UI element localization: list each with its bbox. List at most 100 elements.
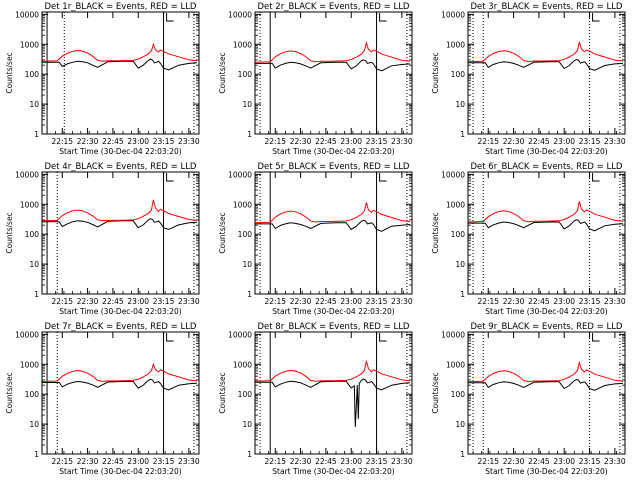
y-tick-label: 100: [25, 230, 40, 239]
y-axis-label: Counts/sec: [5, 212, 14, 253]
x-tick-label: 23:00: [340, 297, 362, 306]
x-tick-label: 23:30: [178, 137, 200, 146]
y-tick-label: 1000: [20, 360, 39, 369]
y-tick-label: 1: [460, 130, 465, 139]
y-tick-label: 100: [238, 230, 253, 239]
x-tick-label: 22:30: [77, 457, 99, 466]
series-lld: [254, 202, 411, 224]
series-events: [468, 58, 624, 71]
x-tick-label: 23:30: [391, 457, 413, 466]
bracket-marker: [166, 173, 174, 182]
y-tick-label: 1: [247, 130, 252, 139]
y-tick-label: 1: [34, 450, 39, 459]
y-axis-label: Counts/sec: [5, 372, 14, 413]
x-tick-label: 23:15: [579, 137, 601, 146]
x-axis-label: Start Time (30-Dec-04 22:03:20): [485, 307, 607, 316]
plot-frame: [467, 171, 626, 295]
x-tick-label: 23:30: [604, 457, 626, 466]
bracket-marker: [379, 13, 387, 22]
bracket-marker: [592, 333, 600, 342]
series-lld: [467, 360, 624, 383]
y-axis-label: Counts/sec: [218, 212, 227, 253]
plot-frame: [41, 331, 200, 455]
panel-title: Det 9r_BLACK = Events, RED = LLD: [471, 322, 623, 332]
panel-title: Det 4r_BLACK = Events, RED = LLD: [45, 162, 197, 172]
series-lld: [467, 41, 624, 63]
x-tick-label: 22:15: [51, 297, 73, 306]
x-tick-label: 23:00: [127, 137, 149, 146]
x-tick-label: 22:15: [51, 137, 73, 146]
y-tick-label: 10000: [15, 330, 39, 339]
series-events: [468, 378, 624, 391]
y-tick-label: 10000: [441, 170, 465, 179]
x-tick-label: 23:00: [553, 297, 575, 306]
x-tick-label: 23:15: [153, 457, 175, 466]
x-tick-label: 23:30: [604, 137, 626, 146]
panel-det-6r: Det 6r_BLACK = Events, RED = LLD Counts/s…: [431, 162, 626, 316]
panel-det-1r: Det 1r_BLACK = Events, RED = LLD Counts/s…: [5, 2, 200, 156]
y-tick-label: 1000: [20, 40, 39, 49]
y-tick-label: 1: [34, 290, 39, 299]
panel-det-3r: Det 3r_BLACK = Events, RED = LLD Counts/s…: [431, 2, 626, 156]
x-tick-label: 22:15: [51, 457, 73, 466]
y-tick-label: 1000: [233, 40, 252, 49]
x-axis-label: Start Time (30-Dec-04 22:03:20): [59, 467, 181, 476]
plot-frame: [41, 11, 200, 135]
x-tick-label: 22:45: [315, 297, 337, 306]
series-events: [255, 219, 411, 232]
x-tick-label: 22:30: [503, 137, 525, 146]
panel-title: Det 5r_BLACK = Events, RED = LLD: [258, 162, 410, 172]
y-tick-label: 100: [451, 390, 466, 399]
series-events: [255, 378, 411, 428]
x-tick-label: 22:45: [315, 457, 337, 466]
panel-det-7r: Det 7r_BLACK = Events, RED = LLD Counts/s…: [5, 322, 200, 476]
y-tick-label: 1: [460, 290, 465, 299]
x-tick-label: 23:30: [178, 297, 200, 306]
x-tick-label: 22:45: [315, 137, 337, 146]
x-tick-label: 22:45: [102, 297, 124, 306]
y-tick-label: 10: [242, 100, 252, 109]
y-tick-label: 1000: [446, 360, 465, 369]
x-tick-label: 22:30: [77, 297, 99, 306]
x-tick-label: 23:30: [178, 457, 200, 466]
y-tick-label: 10: [455, 100, 465, 109]
panel-det-2r: Det 2r_BLACK = Events, RED = LLD Counts/s…: [218, 2, 413, 156]
y-tick-label: 1000: [446, 40, 465, 49]
series-lld: [41, 42, 198, 62]
y-tick-label: 1: [247, 290, 252, 299]
y-tick-label: 10: [455, 260, 465, 269]
y-tick-label: 10000: [228, 330, 252, 339]
series-lld: [41, 199, 198, 222]
x-tick-label: 22:15: [264, 297, 286, 306]
y-tick-label: 100: [451, 230, 466, 239]
panel-title: Det 8r_BLACK = Events, RED = LLD: [258, 322, 410, 332]
plot-frame: [467, 331, 626, 455]
x-axis-label: Start Time (30-Dec-04 22:03:20): [59, 147, 181, 156]
x-axis-label: Start Time (30-Dec-04 22:03:20): [59, 307, 181, 316]
plot-frame: [254, 171, 413, 295]
series-lld: [254, 360, 411, 382]
y-tick-label: 1000: [233, 360, 252, 369]
y-tick-label: 1000: [233, 200, 252, 209]
y-tick-label: 10: [29, 420, 39, 429]
y-tick-label: 100: [25, 390, 40, 399]
panel-title: Det 6r_BLACK = Events, RED = LLD: [471, 162, 623, 172]
y-tick-label: 10: [29, 260, 39, 269]
y-axis-label: Counts/sec: [218, 372, 227, 413]
bracket-marker: [592, 173, 600, 182]
x-tick-label: 22:30: [290, 457, 312, 466]
x-tick-label: 22:45: [102, 137, 124, 146]
y-axis-label: Counts/sec: [431, 52, 440, 93]
x-tick-label: 23:00: [553, 457, 575, 466]
x-tick-label: 23:00: [127, 457, 149, 466]
x-axis-label: Start Time (30-Dec-04 22:03:20): [485, 467, 607, 476]
bracket-marker: [379, 173, 387, 182]
x-tick-label: 22:15: [477, 457, 499, 466]
y-tick-label: 10: [242, 260, 252, 269]
panel-det-9r: Det 9r_BLACK = Events, RED = LLD Counts/s…: [431, 322, 626, 476]
x-tick-label: 22:45: [102, 457, 124, 466]
y-axis-label: Counts/sec: [218, 52, 227, 93]
x-tick-label: 23:00: [553, 137, 575, 146]
x-tick-label: 23:30: [604, 297, 626, 306]
